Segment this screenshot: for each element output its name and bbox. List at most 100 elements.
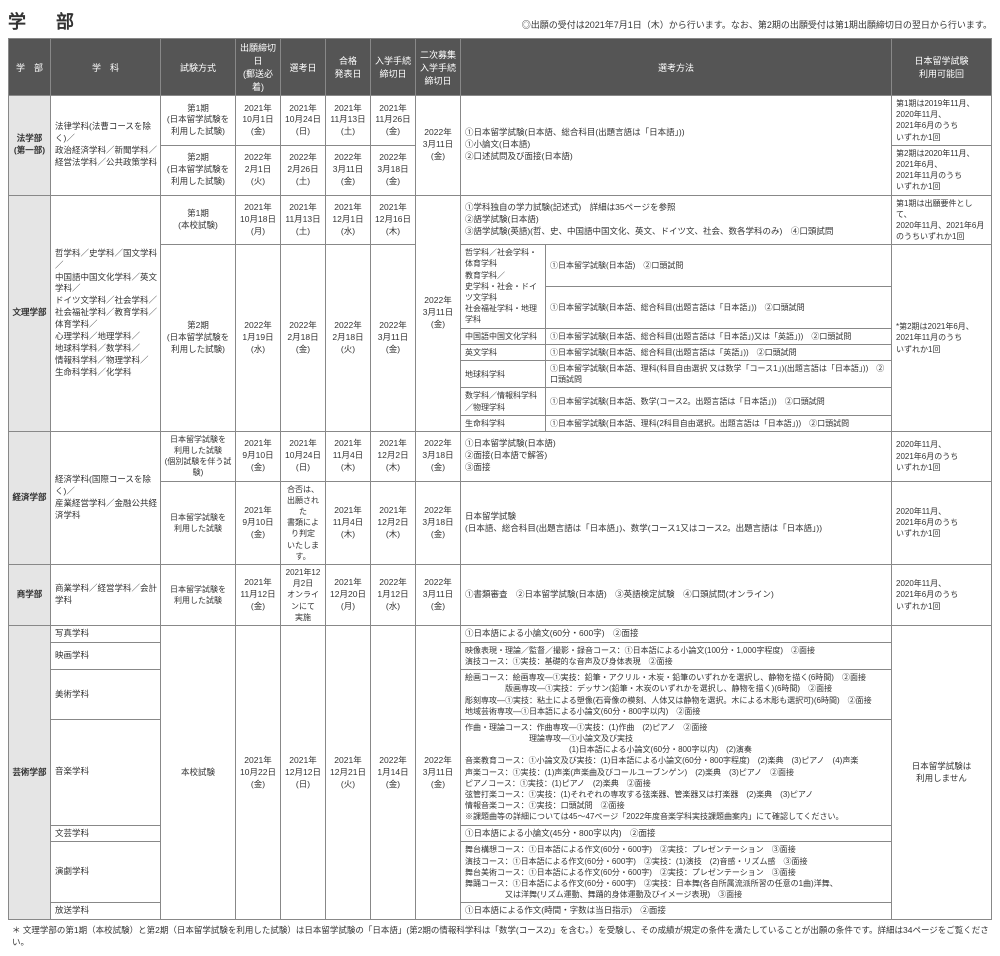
dept-litart: 文芸学科 — [51, 825, 161, 842]
faculty-com: 商学部 — [9, 564, 51, 625]
cell: 日本留学試験を 利用した試験 — [161, 481, 236, 564]
th-selection: 選考方法 — [461, 39, 892, 96]
cell: 2020年11月、 2021年6月のうち いずれか1回 — [892, 564, 992, 625]
cell: 日本留学試験は 利用しません — [892, 625, 992, 919]
cell: 2021年 10月1日 (金) — [236, 96, 281, 146]
faculty-lit: 文理学部 — [9, 195, 51, 431]
cell: 2020年11月、 2021年6月のうち いずれか1回 — [892, 481, 992, 564]
cell: ①日本語による小論文(45分・800字以内) ②面接 — [461, 825, 892, 842]
cell: 日本留学試験を 利用した試験 (個別試験を伴う試験) — [161, 431, 236, 481]
cell: 日本留学試験を 利用した試験 — [161, 564, 236, 625]
th-faculty: 学 部 — [9, 39, 51, 96]
dept-photo: 写真学科 — [51, 625, 161, 642]
cell: 2022年 1月19日 (水) — [236, 245, 281, 432]
cell: 中国語中国文化学科 — [461, 328, 546, 344]
cell: 2021年 10月18日 (月) — [236, 195, 281, 245]
cell: 2022年 3月11日 (金) — [416, 625, 461, 919]
cell: 合否は、出願された 書類により判定 いたします。 — [281, 481, 326, 564]
admissions-table: 学 部 学 科 試験方式 出願締切日 (郵送必着) 選考日 合格 発表日 入学手… — [8, 38, 992, 920]
cell: ①書類審査 ②日本留学試験(日本語) ③英語検定試験 ④口頭試問(オンライン) — [461, 564, 892, 625]
cell: 第2期 (日本留学試験を 利用した試験) — [161, 145, 236, 195]
th-deadline: 出願締切日 (郵送必着) — [236, 39, 281, 96]
cell: ①日本留学試験(日本語) ②口頭試問 — [546, 245, 892, 287]
cell: 第1期 (本校試験) — [161, 195, 236, 245]
dept-music: 音楽学科 — [51, 719, 161, 825]
cell: 2022年 3月18日 (金) — [371, 145, 416, 195]
cell: 2021年 12月2日 (木) — [371, 481, 416, 564]
cell: 英文学科 — [461, 344, 546, 360]
eju-law2: 第2期は2020年11月、 2021年6月、 2021年11月のうち いずれか1… — [892, 145, 992, 195]
cell: ①日本留学試験(日本語、理科(2科目自由選択。出題言語は「日本語」)) ②口頭試… — [546, 415, 892, 431]
cell: 2022年 2月26日 (土) — [281, 145, 326, 195]
cell: 2021年 11月4日 (木) — [326, 431, 371, 481]
dept-lit: 哲学科／史学科／国文学科／ 中国語中国文化学科／英文学科／ ドイツ文学科／社会学… — [51, 195, 161, 431]
dept-broad: 放送学科 — [51, 903, 161, 920]
cell: ①日本語による作文(時間・字数は当日指示) ②面接 — [461, 903, 892, 920]
cell: 映像表現・理論／監督／撮影・録音コース：①日本語による小論文(100分・1,00… — [461, 642, 892, 669]
page-title: 学 部 — [8, 8, 80, 34]
faculty-law: 法学部 (第一部) — [9, 96, 51, 196]
footnote: ＊ 文理学部の第1期（本校試験）と第2期（日本留学試験を利用した試験）は日本留学… — [8, 924, 992, 948]
cell: 日本留学試験 (日本語、総合科目(出題言語は「日本語」)、数学(コース1又はコー… — [461, 481, 892, 564]
cell: 2022年 3月11日 (金) — [416, 564, 461, 625]
cell: 2021年 12月12日 (日) — [281, 625, 326, 919]
cell: 2021年 11月4日 (木) — [326, 481, 371, 564]
dept-com: 商業学科／経営学科／会計学科 — [51, 564, 161, 625]
th-exam: 試験方式 — [161, 39, 236, 96]
cell: 2021年 11月13日 (土) — [281, 195, 326, 245]
cell: 2020年11月、 2021年6月のうち いずれか1回 — [892, 431, 992, 481]
cell: ①日本留学試験(日本語、総合科目(出題言語は「日本語」)) ②口頭試問 — [546, 286, 892, 328]
th-proc: 入学手続 締切日 — [371, 39, 416, 96]
cell: *第2期は2021年6月、 2021年11月のうち いずれか1回 — [892, 245, 992, 432]
cell: 絵画コース：絵画専攻―①実技：鉛筆・アクリル・木炭・鉛筆のいずれかを選択し、静物… — [461, 670, 892, 720]
cell: 2021年 10月22日 (金) — [236, 625, 281, 919]
cell: 2022年 2月18日 (火) — [326, 245, 371, 432]
sel-law: ①日本留学試験(日本語、総合科目(出題言語は「日本語」)) ①小論文(日本語) … — [461, 96, 892, 196]
cell: 2022年 3月18日 (金) — [416, 431, 461, 481]
cell: 数学科／情報科学科／物理学科 — [461, 388, 546, 415]
faculty-art: 芸術学部 — [9, 625, 51, 919]
cell: 2022年 3月11日 (金) — [416, 195, 461, 431]
cell: 2022年 3月11日 (金) — [371, 245, 416, 432]
th-final: 二次募集 入学手続締切日 — [416, 39, 461, 96]
cell: 2021年 12月20日 (月) — [326, 564, 371, 625]
cell: ①日本留学試験(日本語、総合科目(出題言語は「日本語」)又は「英語」)) ②口頭… — [546, 328, 892, 344]
cell: 2021年 10月24日 (日) — [281, 431, 326, 481]
th-eju: 日本留学試験 利用可能回 — [892, 39, 992, 96]
cell: 2021年 12月2日 (木) — [371, 431, 416, 481]
cell: 2022年 2月18日 (金) — [281, 245, 326, 432]
cell: 哲学科／社会学科・体育学科 教育学科／ 史学科・社会・ドイツ文学科 社会福祉学科… — [461, 245, 546, 328]
cell: 2021年 12月21日 (火) — [326, 625, 371, 919]
cell: 2021年 11月12日 (金) — [236, 564, 281, 625]
cell: ①日本語による小論文(60分・600字) ②面接 — [461, 625, 892, 642]
th-examday: 選考日 — [281, 39, 326, 96]
cell: 2022年 2月1日 (火) — [236, 145, 281, 195]
cell: 第2期 (日本留学試験を 利用した試験) — [161, 245, 236, 432]
th-dept: 学 科 — [51, 39, 161, 96]
cell: 2022年 3月11日 (金) — [416, 96, 461, 196]
cell: 2021年 12月1日 (水) — [326, 195, 371, 245]
cell: ①学科独自の学力試験(記述式) 詳細は35ページを参照 ②語学試験(日本語) ③… — [461, 195, 892, 245]
cell: 舞台構想コース：①日本語による作文(60分・600字) ②実技：プレゼンテーショ… — [461, 842, 892, 903]
cell: 本校試験 — [161, 625, 236, 919]
dept-econ: 経済学科(国際コースを除く)／ 産業経営学科／金融公共経済学科 — [51, 431, 161, 564]
cell: 2022年 3月11日 (金) — [326, 145, 371, 195]
eju-law1: 第1期は2019年11月、 2020年11月、 2021年6月のうち いずれか1… — [892, 96, 992, 146]
cell: ①日本留学試験(日本語、総合科目(出題言語は「英語」)) ②口頭試問 — [546, 344, 892, 360]
cell: 地球科学科 — [461, 360, 546, 387]
cell: 2021年 11月26日 (金) — [371, 96, 416, 146]
cell: ①日本留学試験(日本語) ②面接(日本語で解答) ③面接 — [461, 431, 892, 481]
cell: 2022年 1月14日 (金) — [371, 625, 416, 919]
cell: 作曲・理論コース：作曲専攻―①実技：(1)作曲 (2)ピアノ ②面接 理論専攻―… — [461, 719, 892, 825]
cell: ①日本留学試験(日本語、理科(科目自由選択 又は数学「コース1」)(出題言語は「… — [546, 360, 892, 387]
dept-law: 法律学科(法曹コースを除く)／ 政治経済学科／新聞学科／ 経営法学科／公共政策学… — [51, 96, 161, 196]
faculty-econ: 経済学部 — [9, 431, 51, 564]
top-note: ◎出願の受付は2021年7月1日（木）から行います。なお、第2期の出願受付は第1… — [522, 18, 992, 31]
cell: 生命科学科 — [461, 415, 546, 431]
cell: 第1期 (日本留学試験を 利用した試験) — [161, 96, 236, 146]
cell: ①日本留学試験(日本語、数学(コース2。出題言語は「日本語」)) ②口頭試問 — [546, 388, 892, 415]
dept-film: 映画学科 — [51, 642, 161, 669]
cell: 2021年 9月10日 (金) — [236, 431, 281, 481]
cell: 2021年 11月13日 (土) — [326, 96, 371, 146]
cell: 2021年 10月24日 (日) — [281, 96, 326, 146]
